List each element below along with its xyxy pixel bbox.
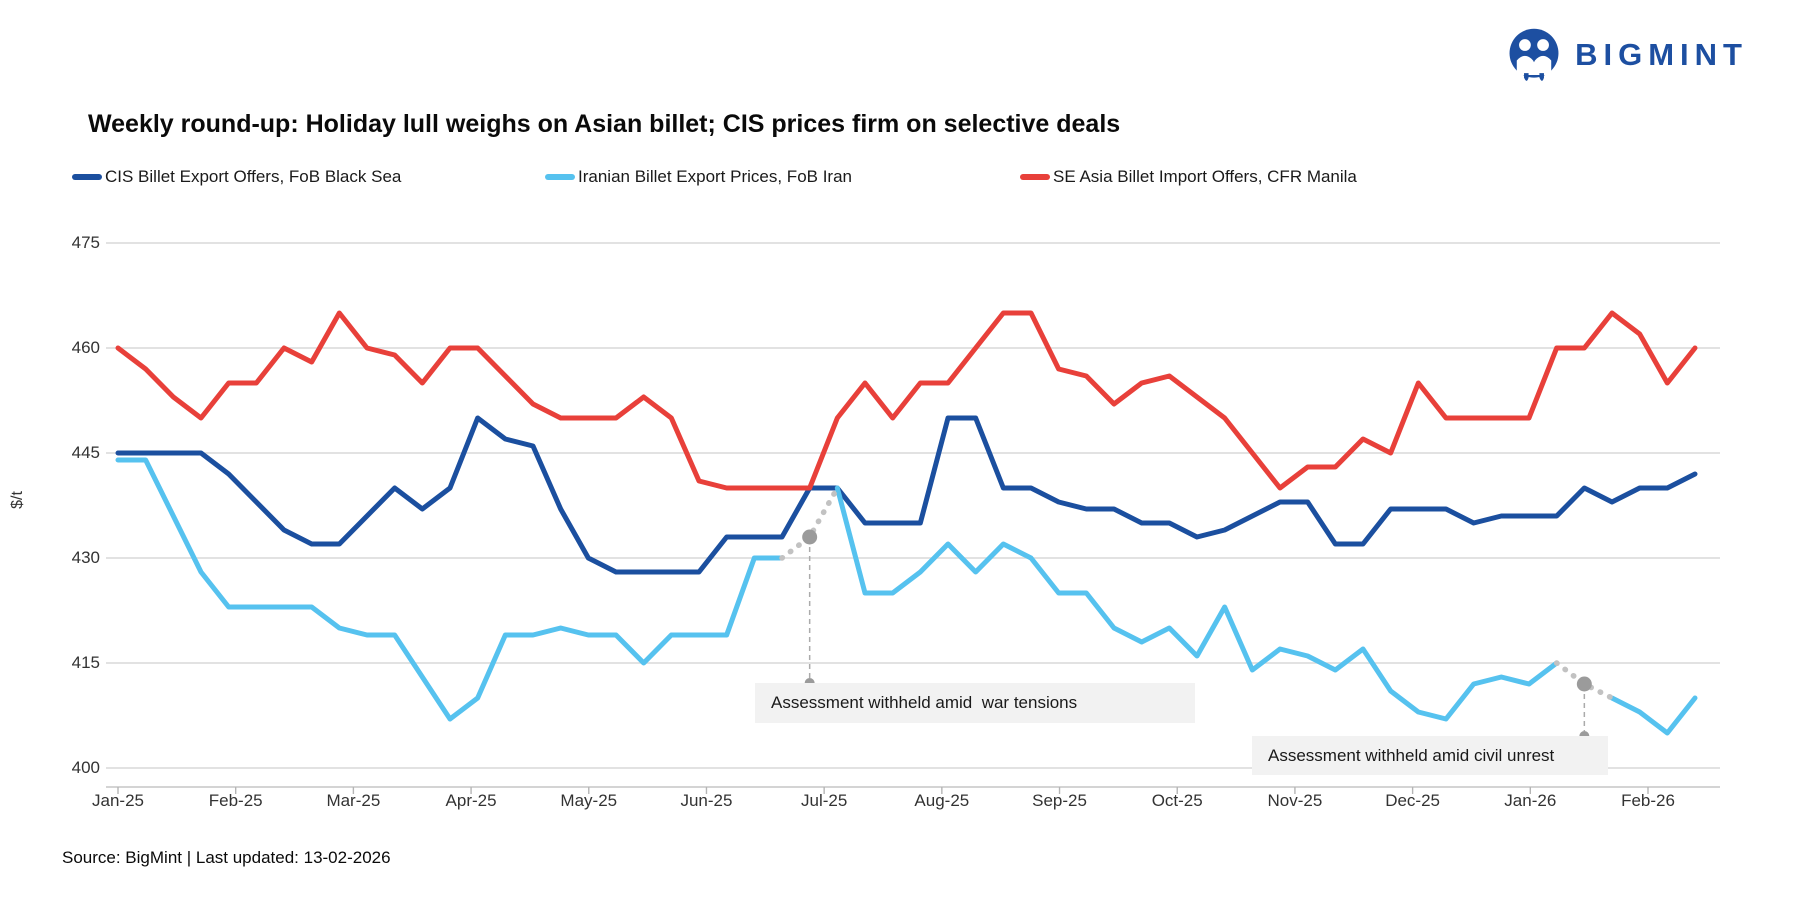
y-tick-label: 475 (71, 233, 100, 252)
x-tick-label: Oct-25 (1151, 791, 1203, 810)
source-note: Source: BigMint | Last updated: 13-02-20… (62, 848, 391, 867)
legend: CIS Billet Export Offers, FoB Black Sea I… (0, 165, 1800, 189)
x-tick-label: May-25 (560, 791, 618, 810)
page-title: Weekly round-up: Holiday lull weighs on … (88, 110, 1121, 138)
y-tick-label: 415 (71, 653, 100, 672)
legend-swatch (1020, 174, 1050, 180)
x-tick-label: Mar-25 (326, 791, 381, 810)
legend-swatch (72, 174, 102, 180)
legend-label: Iranian Billet Export Prices, FoB Iran (578, 167, 853, 186)
series-line-0 (115, 415, 1698, 575)
x-tick-label: Aug-25 (914, 791, 970, 810)
legend-item-2: SE Asia Billet Import Offers, CFR Manila (1020, 165, 1357, 189)
y-axis-title: $/t (9, 491, 26, 509)
x-tick-label: Dec-25 (1385, 791, 1441, 810)
legend-item-0: CIS Billet Export Offers, FoB Black Sea (72, 165, 401, 189)
x-tick-label: Apr-25 (445, 791, 497, 810)
y-tick-label: 400 (71, 758, 100, 777)
withheld-point-dot (802, 529, 818, 545)
x-tick-label: Jul-25 (800, 791, 848, 810)
x-tick-label: Nov-25 (1267, 791, 1323, 810)
annotation-box: Assessment withheld amid war tensions (755, 683, 1195, 723)
series-line-2 (115, 310, 1698, 491)
legend-label: CIS Billet Export Offers, FoB Black Sea (105, 167, 402, 186)
y-tick-label: 460 (71, 338, 100, 357)
series-line-1 (115, 457, 785, 722)
x-tick-label: Sep-25 (1032, 791, 1087, 810)
bigmint-logo-icon (1509, 28, 1559, 81)
series-line-1 (834, 485, 1560, 722)
x-tick-label: Jun-25 (680, 791, 733, 810)
withheld-point-dot (1576, 676, 1592, 692)
legend-item-1: Iranian Billet Export Prices, FoB Iran (545, 165, 852, 189)
x-tick-label: Feb-25 (208, 791, 263, 810)
x-tick-label: Jan-25 (92, 791, 144, 810)
bigmint-logo-text: BIGMINT (1575, 37, 1748, 72)
series-line-1 (1609, 695, 1698, 736)
annotation-box: Assessment withheld amid civil unrest (1252, 736, 1608, 775)
x-tick-label: Feb-26 (1621, 791, 1675, 810)
y-tick-label: 445 (71, 443, 100, 462)
legend-label: SE Asia Billet Import Offers, CFR Manila (1053, 167, 1357, 186)
x-tick-label: Jan-26 (1504, 791, 1557, 810)
y-tick-label: 430 (71, 548, 100, 567)
legend-swatch (545, 174, 575, 180)
bigmint-logo: BIGMINT (1505, 26, 1748, 84)
